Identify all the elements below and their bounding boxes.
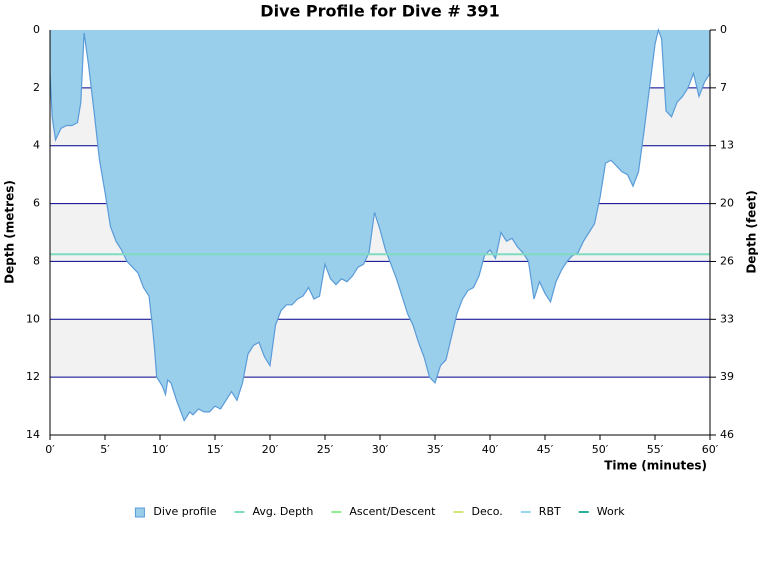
x-tick-label: 20′ bbox=[262, 443, 279, 456]
legend-label: Avg. Depth bbox=[252, 505, 313, 518]
y-tick-label: 10 bbox=[26, 312, 40, 325]
y2-axis-label: Depth (feet) bbox=[745, 190, 759, 273]
x-tick-label: 35′ bbox=[427, 443, 444, 456]
legend-item: Avg. Depth bbox=[234, 505, 313, 518]
legend-item: Dive profile bbox=[134, 505, 217, 518]
legend-label: Work bbox=[597, 505, 625, 518]
y-tick-label: 2 bbox=[33, 81, 40, 94]
dive-profile-line bbox=[49, 27, 711, 422]
legend: Dive profile Avg. Depth Ascent/Descent Deco… bbox=[134, 505, 625, 518]
y2-tick-label: 20 bbox=[720, 197, 734, 210]
y-tick-label: 4 bbox=[33, 139, 40, 152]
legend-item: Deco. bbox=[453, 505, 503, 518]
x-tick-label: 40′ bbox=[482, 443, 499, 456]
legend-item: Ascent/Descent bbox=[331, 505, 436, 518]
x-tick-label: 60′ bbox=[702, 443, 719, 456]
y2-tick-label: 13 bbox=[720, 139, 734, 152]
legend-label: Deco. bbox=[471, 505, 502, 518]
chart-title: Dive Profile for Dive # 391 bbox=[260, 2, 499, 21]
x-axis-label: Time (minutes) bbox=[604, 459, 707, 473]
grid-band bbox=[50, 319, 710, 378]
x-tick-label: 50′ bbox=[592, 443, 609, 456]
y2-tick-label: 39 bbox=[720, 370, 734, 383]
y-axis-label: Depth (metres) bbox=[3, 180, 17, 284]
x-tick-label: 45′ bbox=[537, 443, 554, 456]
legend-label: RBT bbox=[539, 505, 561, 518]
y2-tick-label: 33 bbox=[720, 312, 734, 325]
x-tick-label: 25′ bbox=[317, 443, 334, 456]
x-tick-label: 15′ bbox=[207, 443, 224, 456]
y2-tick-label: 0 bbox=[720, 23, 727, 36]
legend-label: Ascent/Descent bbox=[349, 505, 436, 518]
area-fill bbox=[50, 30, 710, 421]
legend-label: Dive profile bbox=[153, 505, 216, 518]
y-tick-label: 6 bbox=[33, 197, 40, 210]
legend-item: Work bbox=[578, 505, 625, 518]
y2-tick-label: 26 bbox=[720, 254, 734, 267]
legend-item: RBT bbox=[520, 505, 561, 518]
y-tick-label: 12 bbox=[26, 370, 40, 383]
x-tick-label: 30′ bbox=[372, 443, 389, 456]
y-tick-label: 0 bbox=[33, 23, 40, 36]
y-tick-label: 14 bbox=[26, 428, 40, 441]
y-tick-label: 8 bbox=[33, 254, 40, 267]
x-tick-label: 55′ bbox=[647, 443, 664, 456]
y2-tick-label: 7 bbox=[720, 81, 727, 94]
y2-tick-label: 46 bbox=[720, 428, 734, 441]
legend-swatch bbox=[134, 507, 145, 518]
x-tick-label: 10′ bbox=[152, 443, 169, 456]
x-tick-label: 0′ bbox=[45, 443, 55, 456]
x-tick-label: 5′ bbox=[100, 443, 110, 456]
